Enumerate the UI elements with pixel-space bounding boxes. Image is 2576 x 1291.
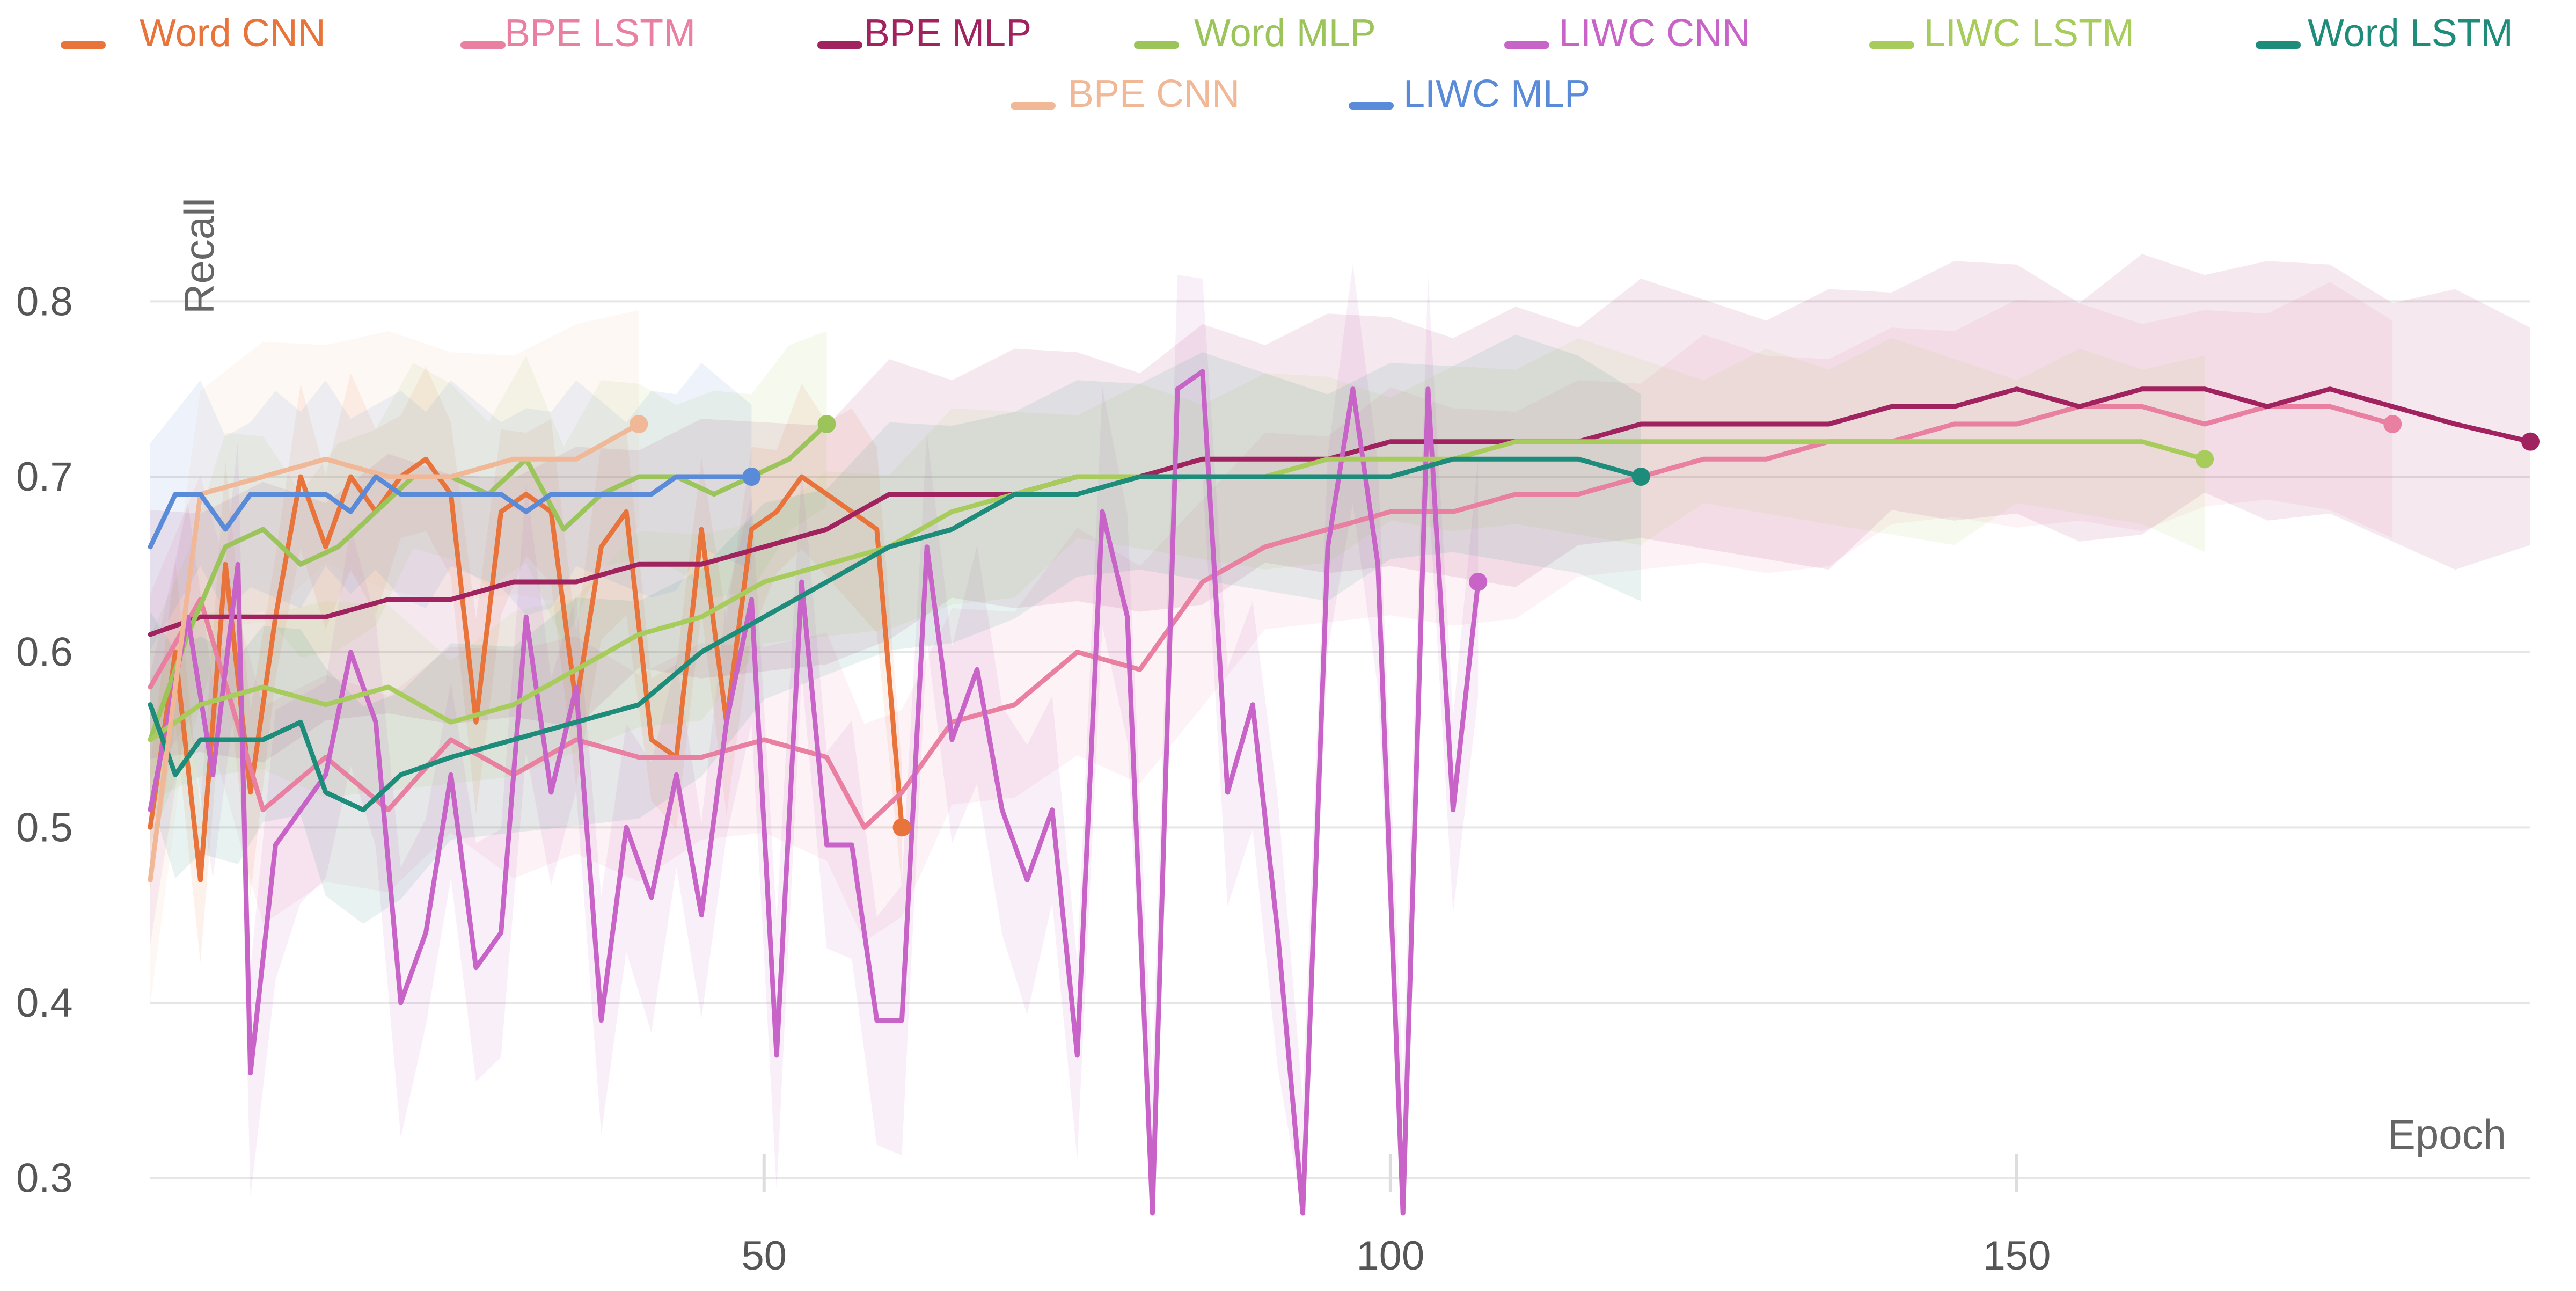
x-tick-label: 100 — [1356, 1233, 1424, 1279]
legend-item-liwc-lstm[interactable]: LIWC LSTM — [1869, 12, 2134, 55]
legend-item-word-cnn[interactable]: Word CNN — [61, 12, 326, 55]
x-axis-label: Epoch — [2388, 1111, 2506, 1158]
bpe-cnn-end-point[interactable] — [630, 415, 648, 433]
axis-ticks: 0.3 0.4 0.5 0.6 0.7 0.8 50 100 150 — [16, 279, 2051, 1279]
legend: Word CNN BPE LSTM BPE MLP Word MLP LIWC CNN L… — [61, 12, 2513, 115]
legend-item-liwc-mlp[interactable]: LIWC MLP — [1349, 72, 1590, 115]
legend-label: BPE LSTM — [504, 12, 696, 55]
bpe-cnn-line[interactable] — [148, 421, 641, 882]
legend-label: Word MLP — [1194, 12, 1376, 55]
liwc-cnn-end-point[interactable] — [1469, 573, 1488, 591]
legend-label: LIWC LSTM — [1924, 12, 2134, 55]
legend-item-bpe-mlp[interactable]: BPE MLP — [817, 12, 1031, 55]
legend-label: Word CNN — [140, 12, 326, 55]
liwc-cnn-line[interactable] — [148, 369, 1481, 1216]
x-tick-label: 150 — [1983, 1233, 2051, 1279]
legend-item-word-mlp[interactable]: Word MLP — [1134, 12, 1376, 55]
y-tick-label: 0.7 — [16, 454, 73, 500]
legend-item-word-lstm[interactable]: Word LSTM — [2256, 12, 2513, 55]
y-tick-label: 0.5 — [16, 805, 73, 850]
bpe-cnn-band — [150, 310, 639, 1005]
y-tick-label: 0.6 — [16, 630, 73, 675]
y-tick-label: 0.3 — [16, 1156, 73, 1201]
bpe-lstm-line[interactable] — [148, 404, 2395, 830]
word-mlp-band — [150, 331, 827, 843]
series-end-markers — [630, 415, 2540, 837]
word-lstm-line[interactable] — [148, 456, 1644, 813]
legend-item-bpe-cnn[interactable]: BPE CNN — [1011, 72, 1240, 115]
liwc-lstm-end-point[interactable] — [2196, 450, 2214, 469]
legend-item-liwc-cnn[interactable]: LIWC CNN — [1504, 12, 1750, 55]
word-lstm-band — [150, 334, 1641, 924]
legend-item-bpe-lstm[interactable]: BPE LSTM — [460, 12, 696, 55]
bpe-lstm-band — [150, 282, 2393, 942]
bpe-mlp-end-point[interactable] — [2521, 432, 2540, 451]
word-lstm-end-point[interactable] — [1631, 468, 1650, 486]
confidence-bands — [150, 254, 2530, 1214]
y-axis-label: Recall — [175, 198, 223, 314]
y-tick-label: 0.4 — [16, 980, 73, 1026]
bpe-lstm-end-point[interactable] — [2383, 415, 2402, 433]
liwc-mlp-end-point[interactable] — [742, 468, 761, 486]
liwc-mlp-line[interactable] — [148, 474, 754, 550]
legend-label: LIWC MLP — [1403, 72, 1590, 115]
word-cnn-end-point[interactable] — [892, 818, 911, 837]
legend-label: Word LSTM — [2308, 12, 2513, 55]
legend-label: BPE CNN — [1068, 72, 1240, 115]
y-tick-label: 0.8 — [16, 279, 73, 324]
x-tick-label: 50 — [741, 1233, 787, 1279]
legend-label: LIWC CNN — [1559, 12, 1750, 55]
legend-label: BPE MLP — [864, 12, 1031, 55]
series-lines — [148, 369, 2533, 1216]
word-mlp-end-point[interactable] — [817, 415, 836, 433]
